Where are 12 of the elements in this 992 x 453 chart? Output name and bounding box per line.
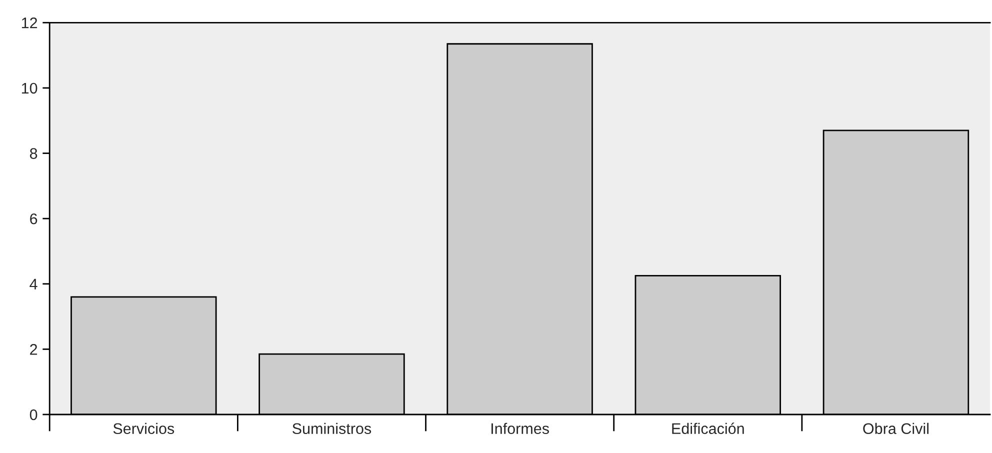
y-tick-label: 4 bbox=[30, 278, 38, 290]
x-tick-label: Obra Civil bbox=[863, 422, 928, 434]
x-tick-label: Informes bbox=[492, 422, 549, 434]
y-tick-label: 12 bbox=[22, 18, 38, 28]
x-tick-label: Servicios bbox=[113, 422, 174, 434]
y-tick-label: 0 bbox=[30, 409, 38, 420]
x-tick-label: Edificación bbox=[672, 422, 744, 434]
y-tick-label: 10 bbox=[22, 82, 38, 94]
y-tick-label: 6 bbox=[30, 213, 38, 224]
y-tick-label: 8 bbox=[30, 148, 38, 159]
y-tick-label: 2 bbox=[30, 344, 38, 355]
x-tick-label: Suministros bbox=[292, 422, 372, 434]
